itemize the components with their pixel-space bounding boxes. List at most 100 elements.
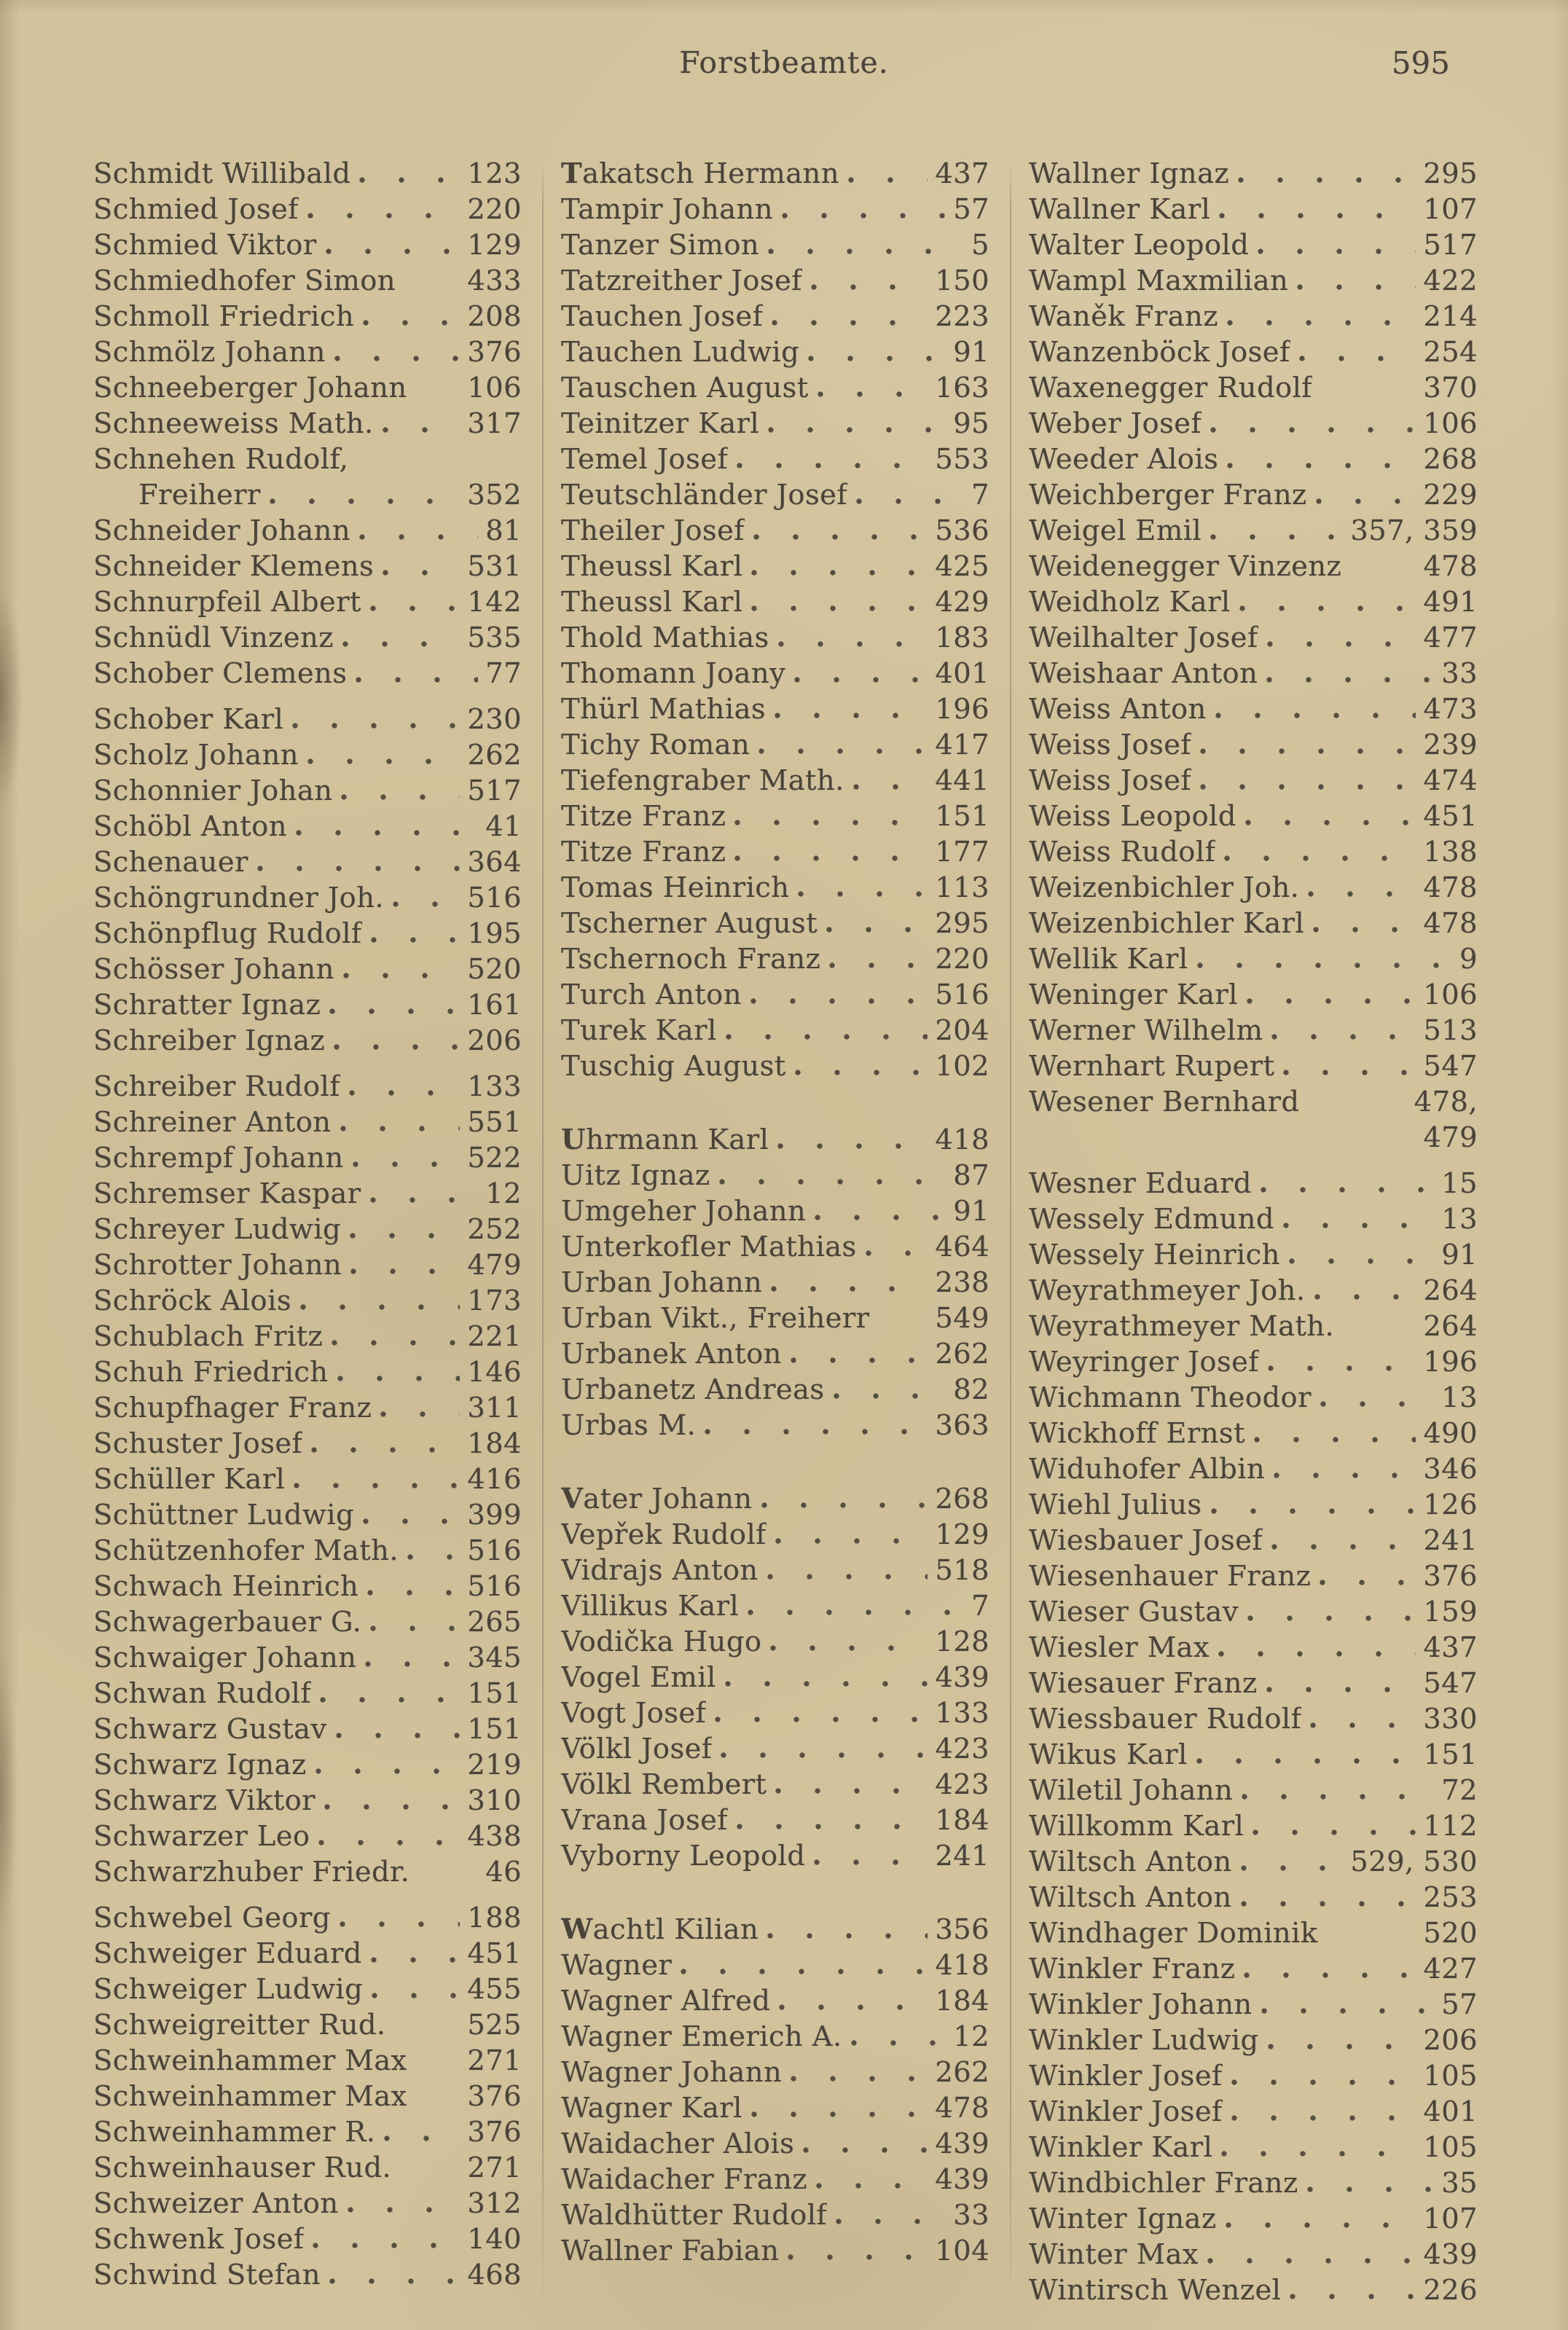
index-entry: Tauchen Josef 223 bbox=[561, 299, 989, 334]
entry-name: Schmiedhofer Simon bbox=[93, 264, 396, 297]
entry-name: Schrotter Johann bbox=[93, 1249, 342, 1282]
dot-leader bbox=[324, 1802, 460, 1812]
dot-leader bbox=[1283, 1067, 1416, 1078]
entry-name: Uitz Ignaz bbox=[561, 1159, 710, 1192]
entry-name: Unterkofler Mathias bbox=[561, 1231, 857, 1263]
dot-leader bbox=[342, 639, 460, 649]
index-entry: Thürl Mathias 196 bbox=[561, 691, 989, 727]
entry-page-number: 133 bbox=[935, 1697, 989, 1730]
entry-page-number: 547 bbox=[1423, 1050, 1478, 1083]
entry-page-number: 196 bbox=[1423, 1346, 1478, 1378]
entry-name: Teinitzer Karl bbox=[561, 407, 760, 440]
entry-name: Schrempf Johann bbox=[93, 1142, 344, 1174]
dot-leader bbox=[294, 1480, 460, 1491]
dot-leader bbox=[1320, 1399, 1435, 1409]
entry-name: Wagner Emerich A. bbox=[561, 2020, 842, 2053]
dot-leader bbox=[1207, 2256, 1416, 2266]
entry-page-number: 241 bbox=[1423, 1524, 1478, 1557]
dot-leader bbox=[334, 1042, 460, 1052]
entry-page-number: 549 bbox=[935, 1302, 989, 1335]
index-entry: Schweinhammer R. 376 bbox=[93, 2114, 522, 2150]
dot-leader bbox=[767, 1931, 928, 1941]
entry-name: Winter Ignaz bbox=[1029, 2202, 1217, 2235]
entry-page-number: 151 bbox=[467, 1677, 522, 1710]
dot-leader bbox=[794, 1067, 928, 1078]
index-entry: Widuhofer Albin 346 bbox=[1029, 1451, 1478, 1487]
entry-name: Tanzer Simon bbox=[561, 229, 760, 262]
dot-leader bbox=[363, 318, 460, 328]
index-entry: Vrana Josef 184 bbox=[561, 1803, 989, 1838]
page-number: 595 bbox=[1391, 45, 1450, 81]
entry-name: Wiesauer Franz bbox=[1029, 1667, 1258, 1700]
index-entry: Schwenk Josef 140 bbox=[93, 2221, 522, 2257]
index-entry: Wachtl Kilian 356 bbox=[561, 1912, 989, 1947]
dot-leader bbox=[359, 175, 460, 185]
index-entry: Schweizer Anton 312 bbox=[93, 2186, 522, 2221]
index-entry: Wernhart Rupert 547 bbox=[1029, 1048, 1478, 1084]
index-entry: Tomas Heinrich 113 bbox=[561, 870, 989, 906]
dot-leader bbox=[416, 389, 460, 399]
entry-page-number: 184 bbox=[467, 1427, 522, 1460]
entry-name: Turek Karl bbox=[561, 1014, 717, 1047]
dot-leader bbox=[1225, 2220, 1416, 2230]
index-entry: Schneeberger Johann 106 bbox=[93, 370, 522, 406]
entry-page-number: 516 bbox=[935, 978, 989, 1011]
dot-leader bbox=[856, 496, 965, 506]
entry-name: Schneeweiss Math. bbox=[93, 407, 374, 440]
dot-leader bbox=[320, 1695, 460, 1705]
dot-leader bbox=[734, 817, 928, 828]
entry-name: Wachtl Kilian bbox=[561, 1913, 759, 1946]
dot-leader bbox=[734, 853, 928, 863]
dot-leader bbox=[383, 568, 460, 578]
index-entry: Schmölz Johann 376 bbox=[93, 334, 522, 370]
entry-name: Weizenbichler Joh. bbox=[1029, 871, 1300, 904]
index-entry: Weilhalter Josef 477 bbox=[1029, 620, 1478, 656]
page-title: Forstbeamte. bbox=[679, 45, 889, 80]
entry-name: Wampl Maxmilian bbox=[1029, 264, 1289, 297]
index-entry: Schwaiger Johann 345 bbox=[93, 1640, 522, 1676]
entry-page-number: 423 bbox=[935, 1733, 989, 1765]
index-entry: Winkler Josef 105 bbox=[1029, 2058, 1478, 2094]
entry-name: Tiefengraber Math. bbox=[561, 764, 844, 797]
entry-name: Winkler Josef bbox=[1029, 2095, 1223, 2128]
entry-page-number: 140 bbox=[467, 2223, 522, 2256]
index-entry: Takatsch Hermann 437 bbox=[561, 156, 989, 192]
entry-name: Winkler Johann bbox=[1029, 1988, 1253, 2021]
index-entry: Weber Josef 106 bbox=[1029, 406, 1478, 442]
entry-name: Schweinhammer Max bbox=[93, 2080, 407, 2113]
entry-page-number: 399 bbox=[467, 1499, 522, 1531]
dot-leader bbox=[1271, 1032, 1416, 1042]
index-entry: Turch Anton 516 bbox=[561, 977, 989, 1013]
index-entry: Tanzer Simon 5 bbox=[561, 227, 989, 263]
entry-name: Weeder Alois bbox=[1029, 443, 1219, 476]
dot-leader bbox=[1253, 1435, 1416, 1445]
index-entry: Vodička Hugo 128 bbox=[561, 1624, 989, 1660]
dot-leader bbox=[768, 246, 965, 256]
entry-page-number: 146 bbox=[467, 1356, 522, 1389]
dot-leader bbox=[705, 1427, 928, 1437]
entry-name: Weiss Josef bbox=[1029, 729, 1192, 761]
entry-name: Tauchen Josef bbox=[561, 300, 764, 333]
entry-page-number: 12 bbox=[953, 2020, 989, 2053]
entry-name: Waldhütter Rudolf bbox=[561, 2199, 828, 2232]
entry-name: Schober Karl bbox=[93, 703, 284, 736]
entry-page-number: 126 bbox=[1423, 1488, 1478, 1521]
entry-page-number: 317 bbox=[467, 407, 522, 440]
dot-leader bbox=[737, 460, 928, 471]
entry-name: Weidenegger Vinzenz bbox=[1029, 550, 1342, 583]
index-entry: Winkler Ludwig 206 bbox=[1029, 2023, 1478, 2058]
index-entry: Schüller Karl 416 bbox=[93, 1462, 522, 1497]
dot-leader bbox=[1221, 2149, 1416, 2159]
entry-page-number: 159 bbox=[1423, 1596, 1478, 1628]
index-entry: Tiefengraber Math. 441 bbox=[561, 763, 989, 799]
dot-leader bbox=[1246, 996, 1416, 1006]
entry-name: Schupfhager Franz bbox=[93, 1392, 372, 1424]
dot-leader bbox=[1215, 710, 1416, 721]
entry-name: Weyrathmeyer Joh. bbox=[1029, 1274, 1306, 1307]
entry-name: Wanzenböck Josef bbox=[1029, 336, 1290, 369]
dot-leader bbox=[1196, 960, 1453, 970]
index-entry: Schreyer Ludwig 252 bbox=[93, 1212, 522, 1247]
entry-page-number: 522 bbox=[467, 1142, 522, 1174]
entry-page-number: 254 bbox=[1423, 336, 1478, 369]
entry-name: Tichy Roman bbox=[561, 729, 750, 761]
